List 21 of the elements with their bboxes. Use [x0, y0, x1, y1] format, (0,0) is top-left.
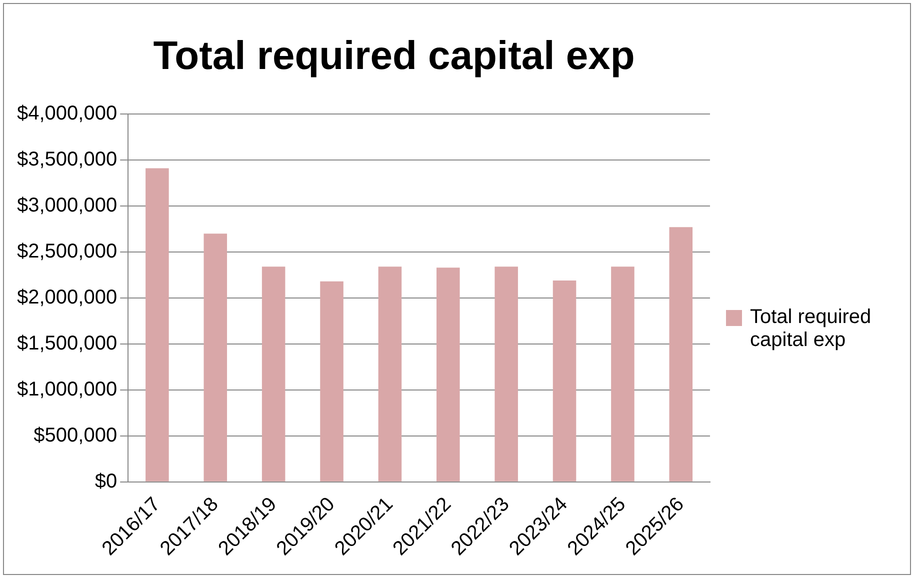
bar	[204, 234, 228, 482]
y-tick-label: $1,500,000	[16, 332, 118, 354]
y-tick-label: $500,000	[34, 424, 118, 446]
bar	[669, 227, 693, 482]
y-tick-label: $2,000,000	[16, 286, 118, 308]
bar	[552, 280, 576, 482]
legend-label: Total required capital exp	[750, 306, 872, 352]
bar	[262, 266, 286, 482]
bar	[146, 168, 169, 482]
bar	[378, 266, 402, 482]
y-tick-label: $1,000,000	[16, 378, 118, 400]
y-tick-label: $3,000,000	[16, 194, 118, 216]
bar	[611, 266, 634, 482]
y-tick-label: $3,500,000	[16, 148, 118, 171]
y-tick-label: $4,000,000	[16, 102, 118, 125]
y-tick-label: $0	[94, 470, 118, 492]
y-tick-label: $2,500,000	[16, 240, 118, 262]
bar	[320, 281, 344, 482]
chart-title: Total required capital exp	[152, 34, 636, 79]
bar	[436, 268, 460, 482]
bar	[494, 266, 518, 482]
